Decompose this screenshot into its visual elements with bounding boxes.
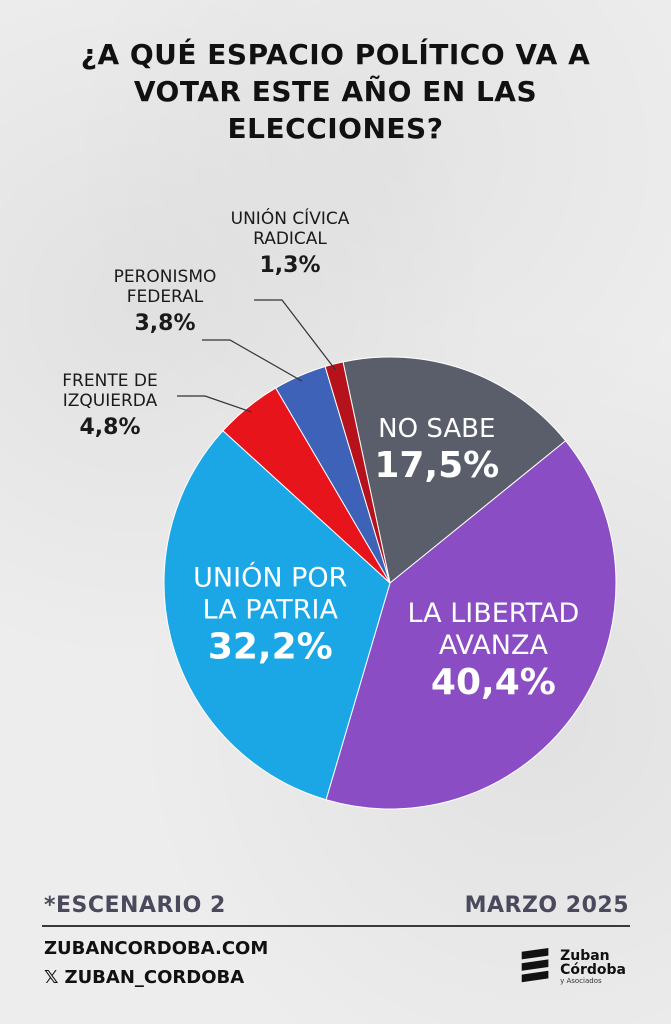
slice-value-0: 17,5% — [374, 445, 499, 486]
slice-name-2-0: UNIÓN POR — [193, 561, 347, 593]
slice-value-1: 40,4% — [431, 662, 556, 703]
brand-logo: Zuban Córdoba y Asociados — [516, 942, 626, 992]
social-handle-text: ZUBAN_CORDOBA — [64, 967, 245, 988]
logo-text-line2: Córdoba — [560, 961, 626, 978]
scenario-note: *ESCENARIO 2 — [44, 893, 226, 918]
slice-name-5-1: RADICAL — [253, 229, 327, 249]
social-handle[interactable]: 𝕏 ZUBAN_CORDOBA — [44, 967, 244, 988]
logo-mark-icon — [521, 947, 549, 983]
slice-name-3-1: IZQUIERDA — [63, 391, 158, 411]
leader-line-4 — [202, 339, 303, 382]
pie-slice-0 — [342, 356, 567, 584]
slice-value-2: 32,2% — [208, 626, 333, 667]
leader-line-5 — [254, 299, 336, 371]
slice-name-5-0: UNIÓN CÍVICA — [231, 207, 350, 229]
slice-value-3: 4,8% — [79, 415, 140, 440]
pie-slice-2 — [163, 430, 391, 801]
slice-name-1-0: LA LIBERTAD — [408, 598, 580, 629]
slice-name-0-0: NO SABE — [378, 414, 495, 444]
leader-lines — [177, 299, 336, 413]
chart-title: ¿A QUÉ ESPACIO POLÍTICO VA A VOTAR ESTE … — [80, 38, 591, 145]
slice-name-4-0: PERONISMO — [114, 267, 217, 287]
slice-name-3-0: FRENTE DE — [62, 371, 157, 391]
date-label: MARZO 2025 — [464, 893, 629, 918]
footer-divider — [42, 925, 630, 927]
slice-name-1-1: AVANZA — [439, 630, 549, 661]
leader-line-3 — [177, 395, 252, 413]
pie-slices — [163, 356, 617, 810]
website-link[interactable]: ZUBANCORDOBA.COM — [44, 938, 269, 959]
slice-name-2-1: LA PATRIA — [203, 594, 339, 625]
pie-slice-1 — [325, 440, 617, 810]
pie-slice-5 — [324, 361, 391, 584]
slice-value-5: 1,3% — [259, 253, 320, 278]
logo-text-line3: y Asociados — [560, 976, 602, 985]
slice-name-4-1: FEDERAL — [127, 287, 204, 307]
logo-text-line1: Zuban — [560, 947, 610, 964]
x-icon: 𝕏 — [44, 967, 59, 988]
slice-value-4: 3,8% — [134, 311, 195, 336]
